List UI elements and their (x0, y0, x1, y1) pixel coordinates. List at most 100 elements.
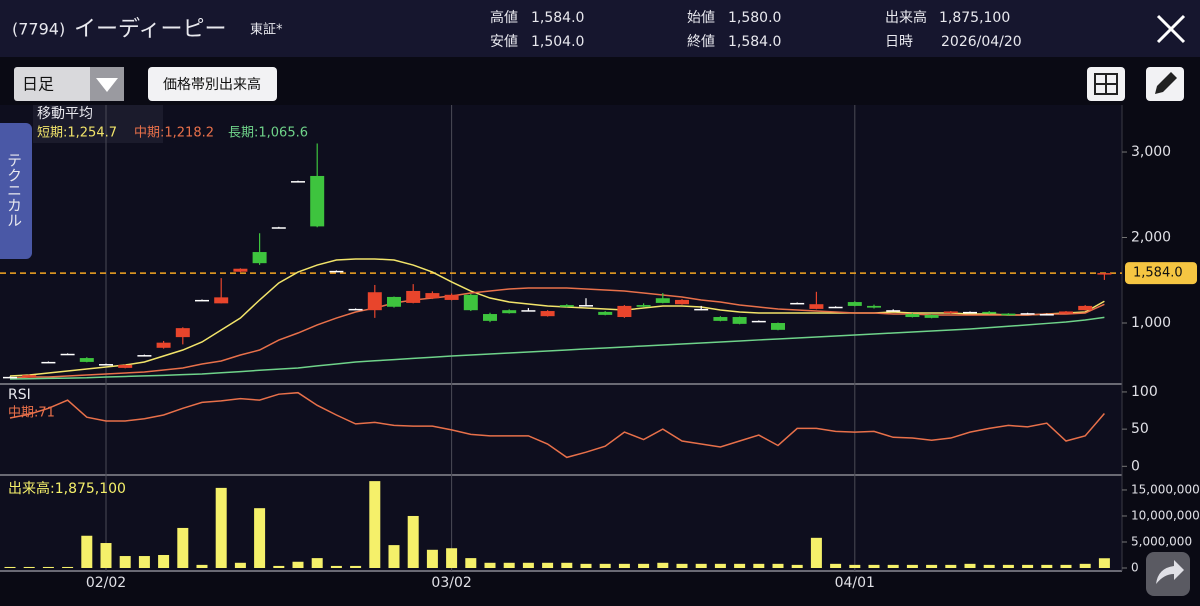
volume-bar (4, 566, 16, 568)
candle-body (617, 305, 632, 318)
volume-bar (388, 545, 400, 568)
share-button[interactable] (1146, 552, 1190, 596)
volume-profile-button[interactable]: 価格帯別出来高 (148, 67, 277, 101)
candle-body (867, 305, 881, 308)
volume-bar (810, 537, 822, 568)
panel-title: RSI (8, 387, 31, 403)
candle-body (195, 299, 209, 302)
stat-label: 始値 (687, 10, 715, 26)
volume-bar (138, 556, 150, 568)
volume-bar (215, 487, 227, 568)
plot-layer: 02/02 03/02 04/01 1,000 2,000 3,000 1,584.0 移動平… (0, 105, 1200, 591)
candle-body (636, 305, 651, 307)
x-tick-label: 04/01 (835, 575, 875, 591)
candle-body (291, 181, 305, 183)
close-button[interactable] (1156, 14, 1186, 44)
candle-body (828, 306, 843, 309)
volume-bar (311, 558, 323, 568)
candle-body (1059, 311, 1073, 314)
stock-code: (7794) (12, 20, 65, 39)
candle-body (387, 296, 401, 307)
stat-value: 2026/04/20 (941, 34, 1022, 50)
candle-body (598, 311, 613, 315)
volume-bar (446, 548, 458, 568)
pencil-icon (1155, 72, 1177, 94)
candle-body (713, 317, 728, 321)
stat-label: 高値 (490, 9, 518, 26)
volume-bar (542, 562, 554, 568)
stat-value: 1,584.0 (728, 34, 781, 50)
volume-bar (292, 561, 304, 568)
candle-body (1097, 273, 1112, 275)
layout-button[interactable] (1087, 67, 1125, 101)
candle-body (310, 175, 325, 227)
candle-body (406, 290, 421, 303)
volume-bar (484, 562, 496, 568)
volume-bar (407, 515, 419, 568)
candle-body (367, 292, 382, 311)
stat-label: 終値 (687, 34, 715, 50)
candle-body (425, 293, 440, 299)
candle-body (675, 299, 689, 305)
y-tick-label: 2,000 (1131, 230, 1171, 246)
volume-bar (100, 543, 112, 568)
volume-bar (638, 563, 650, 568)
volume-bar (1079, 563, 1091, 568)
volume-bar (849, 564, 861, 568)
plot-area (0, 105, 1122, 571)
dropdown-arrow (96, 78, 118, 92)
volume-bar (503, 562, 515, 568)
volume-bar (119, 556, 131, 568)
volume-bar (868, 564, 880, 568)
volume-bar (81, 535, 93, 568)
panel-title: 出来高:1,875,100 (8, 480, 126, 497)
stat-label: 出来高 (885, 9, 927, 26)
volume-bar (158, 554, 170, 568)
header (0, 0, 1200, 57)
share-icon (1156, 560, 1184, 584)
candle-body (1078, 305, 1093, 311)
volume-bar (42, 566, 54, 568)
x-tick-label: 03/02 (431, 575, 471, 591)
stat-label: 安値 (490, 34, 518, 50)
candle-body (137, 355, 152, 357)
volume-bar (830, 563, 842, 568)
y-tick-label: 10,000,000 (1131, 508, 1200, 522)
y-tick-label: 0 (1131, 458, 1140, 474)
period-label: 日足 (22, 75, 54, 94)
candle-body (924, 314, 939, 318)
candle-body (694, 308, 709, 311)
volume-bar (254, 508, 266, 568)
volume-bar (1041, 564, 1053, 568)
candle-body (982, 311, 997, 314)
volume-bar (426, 549, 438, 568)
volume-bar (1002, 564, 1014, 568)
stat-label: 日時 (885, 34, 913, 50)
candle-body (156, 342, 171, 348)
candle-body (348, 308, 363, 311)
volume-bar (945, 564, 957, 568)
volume-bar (772, 563, 784, 568)
draw-button[interactable] (1146, 67, 1184, 101)
y-tick-label: 0 (1131, 561, 1139, 575)
volume-bar (964, 563, 976, 568)
candle-body (214, 297, 229, 304)
volume-bar (1098, 558, 1110, 568)
volume-bar (561, 562, 573, 568)
volume-bar (23, 566, 35, 568)
candle-body (41, 361, 56, 364)
y-tick-label: 1,000 (1131, 315, 1171, 331)
button-box (148, 67, 277, 101)
period-dropdown[interactable]: 日足 (14, 67, 124, 101)
price-label-box (1125, 262, 1197, 285)
y-tick-label: 15,000,000 (1131, 482, 1200, 496)
market: 東証* (250, 22, 283, 38)
legend-entry: 短期:1,254.7 (37, 126, 117, 141)
technical-tab[interactable]: テクニカル (0, 123, 32, 259)
volume-bar (62, 566, 74, 568)
ma-line (9, 287, 1105, 379)
y-tick-label: 3,000 (1131, 144, 1171, 160)
candle-body (886, 310, 901, 312)
volume-bar (330, 565, 342, 568)
